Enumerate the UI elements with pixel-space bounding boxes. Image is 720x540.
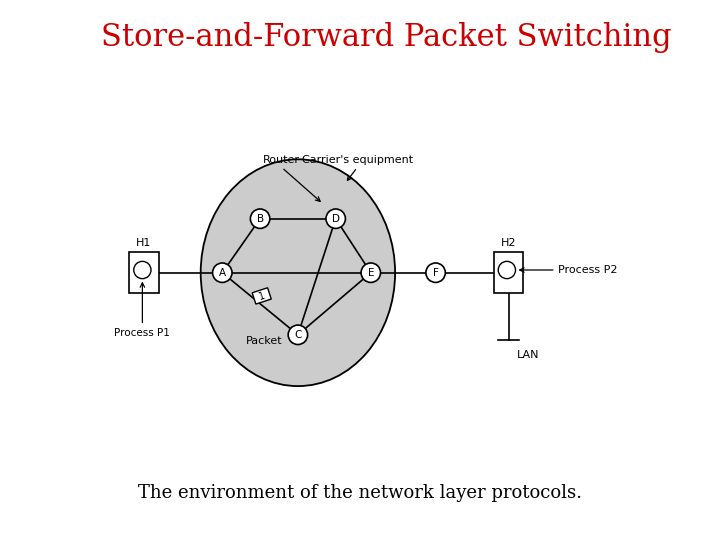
Text: D: D xyxy=(332,214,340,224)
Text: 1: 1 xyxy=(257,290,266,302)
Text: C: C xyxy=(294,330,302,340)
Text: A: A xyxy=(219,268,226,278)
Text: B: B xyxy=(256,214,264,224)
Ellipse shape xyxy=(201,159,395,386)
Text: Process P2: Process P2 xyxy=(559,265,618,275)
Bar xyxy=(252,288,271,304)
Text: Router: Router xyxy=(264,154,300,165)
Circle shape xyxy=(134,261,151,279)
Text: E: E xyxy=(367,268,374,278)
Circle shape xyxy=(251,209,270,228)
Text: F: F xyxy=(433,268,438,278)
Circle shape xyxy=(212,263,232,282)
Bar xyxy=(494,252,523,293)
Circle shape xyxy=(361,263,380,282)
Circle shape xyxy=(288,325,307,345)
Text: H2: H2 xyxy=(500,238,516,248)
Circle shape xyxy=(498,261,516,279)
Bar xyxy=(129,252,159,293)
Text: Store-and-Forward Packet Switching: Store-and-Forward Packet Switching xyxy=(101,22,672,52)
Circle shape xyxy=(426,263,445,282)
Text: Packet: Packet xyxy=(246,336,283,347)
Text: LAN: LAN xyxy=(517,350,539,360)
Text: The environment of the network layer protocols.: The environment of the network layer pro… xyxy=(138,484,582,502)
Text: Carrier's equipment: Carrier's equipment xyxy=(302,154,413,165)
Text: Process P1: Process P1 xyxy=(114,328,171,338)
Circle shape xyxy=(326,209,346,228)
Text: H1: H1 xyxy=(136,238,152,248)
